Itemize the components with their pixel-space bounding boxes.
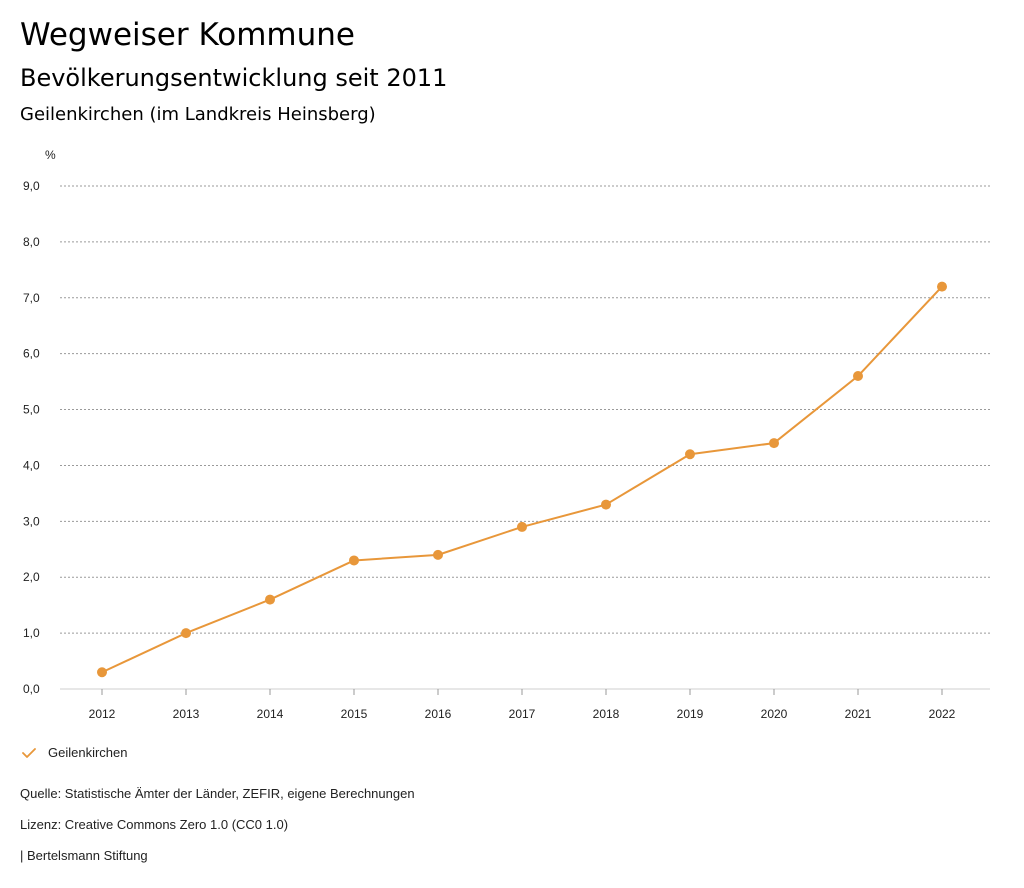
data-point[interactable]: [937, 281, 947, 292]
x-tick-label: 2021: [845, 707, 872, 721]
x-tick-label: 2022: [929, 707, 956, 721]
data-point[interactable]: [181, 628, 191, 639]
x-tick-label: 2019: [677, 707, 704, 721]
y-tick-label: 7,0: [23, 291, 40, 305]
data-point[interactable]: [517, 521, 527, 532]
chart-subtitle: Bevölkerungsentwicklung seit 2011: [20, 64, 448, 92]
y-tick-label: 2,0: [23, 570, 40, 584]
publisher-note: | Bertelsmann Stiftung: [20, 848, 148, 863]
source-note: Quelle: Statistische Ämter der Länder, Z…: [20, 786, 415, 801]
data-point[interactable]: [769, 438, 779, 449]
x-tick-label: 2013: [173, 707, 200, 721]
y-tick-label: 6,0: [23, 347, 40, 361]
gridlines: [60, 185, 990, 634]
data-point[interactable]: [853, 371, 863, 382]
license-note: Lizenz: Creative Commons Zero 1.0 (CC0 1…: [20, 817, 289, 832]
x-axis: 2012 2013 2014 2015 2016 2017 2018 2019 2020 2021…: [60, 688, 990, 721]
x-tick-label: 2016: [425, 707, 452, 721]
y-tick-label: 8,0: [23, 235, 40, 249]
y-axis-unit-label: %: [45, 148, 56, 162]
x-tick-label: 2012: [89, 707, 116, 721]
y-tick-label: 1,0: [23, 626, 40, 640]
x-tick-label: 2018: [593, 707, 620, 721]
y-tick-label: 4,0: [23, 458, 40, 472]
x-tick-label: 2017: [509, 707, 536, 721]
data-point[interactable]: [685, 449, 695, 460]
data-point[interactable]: [601, 499, 611, 510]
data-point[interactable]: [265, 594, 275, 605]
legend-label-geilenkirchen: Geilenkirchen: [48, 745, 128, 760]
checkmark-icon[interactable]: [22, 747, 36, 759]
data-point[interactable]: [433, 549, 443, 560]
y-tick-label: 0,0: [23, 682, 40, 696]
y-tick-label: 5,0: [23, 403, 40, 417]
y-tick-label: 3,0: [23, 514, 40, 528]
x-tick-label: 2015: [341, 707, 368, 721]
data-point[interactable]: [349, 555, 359, 566]
data-point[interactable]: [97, 667, 107, 678]
line-chart: % 0,01,02,03,04,05,06,07,08,09,0 2012 201…: [23, 148, 990, 721]
page-title: Wegweiser Kommune: [20, 17, 355, 53]
data-series[interactable]: [97, 281, 947, 678]
x-tick-label: 2014: [257, 707, 284, 721]
y-tick-label: 9,0: [23, 179, 40, 193]
region-label: Geilenkirchen (im Landkreis Heinsberg): [20, 104, 376, 125]
x-tick-label: 2020: [761, 707, 788, 721]
y-axis-ticks: 0,0 1,0 2,0 3,0 4,0 5,0 6,0 7,0 8,0 9,0: [23, 179, 40, 696]
legend[interactable]: Geilenkirchen: [22, 745, 128, 760]
series-line[interactable]: [101, 285, 943, 674]
